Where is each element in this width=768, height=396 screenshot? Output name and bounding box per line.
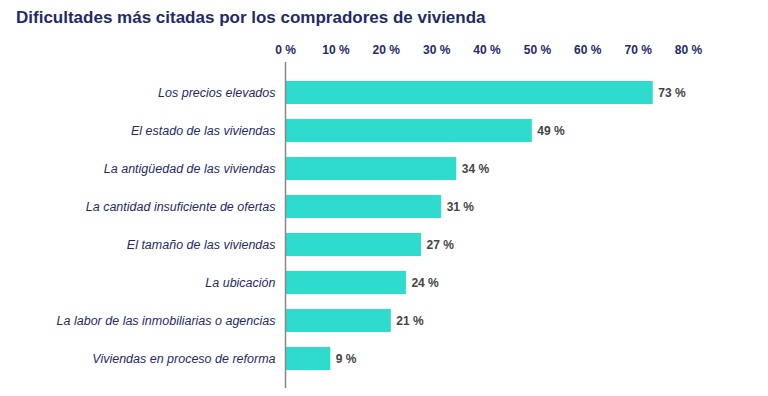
svg-text:La labor de las inmobiliarias: La labor de las inmobiliarias o agencias	[57, 314, 276, 328]
svg-text:31 %: 31 %	[447, 200, 475, 214]
html-text:Dificultades más citadas por l: Dificultades más citadas por los comprad…	[16, 8, 486, 27]
svg-text:Los precios elevados: Los precios elevados	[158, 86, 275, 100]
svg-text:La ubicación: La ubicación	[205, 276, 275, 290]
svg-text:Viviendas en proceso de reform: Viviendas en proceso de reforma	[92, 352, 275, 366]
svg-text:80 %: 80 %	[675, 43, 703, 57]
svg-text:40 %: 40 %	[473, 43, 501, 57]
svg-text:20 %: 20 %	[373, 43, 401, 57]
svg-text:34 %: 34 %	[462, 162, 490, 176]
svg-text:73 %: 73 %	[658, 86, 686, 100]
svg-text:30 %: 30 %	[423, 43, 451, 57]
svg-text:70 %: 70 %	[624, 43, 652, 57]
svg-text:21 %: 21 %	[396, 314, 424, 328]
svg-text:50 %: 50 %	[524, 43, 552, 57]
svg-text:27 %: 27 %	[427, 238, 455, 252]
svg-text:El tamaño de las viviendas: El tamaño de las viviendas	[127, 238, 276, 252]
svg-text:0 %: 0 %	[275, 43, 296, 57]
svg-text:49 %: 49 %	[537, 124, 565, 138]
svg-text:9 %: 9 %	[336, 352, 357, 366]
svg-text:60 %: 60 %	[574, 43, 602, 57]
svg-text:El estado de las viviendas: El estado de las viviendas	[131, 124, 276, 138]
svg-text:10 %: 10 %	[322, 43, 350, 57]
svg-text:La antigüedad de las viviendas: La antigüedad de las viviendas	[104, 162, 276, 176]
svg-text:La cantidad insuficiente de of: La cantidad insuficiente de ofertas	[86, 200, 276, 214]
svg-text:24 %: 24 %	[411, 276, 439, 290]
